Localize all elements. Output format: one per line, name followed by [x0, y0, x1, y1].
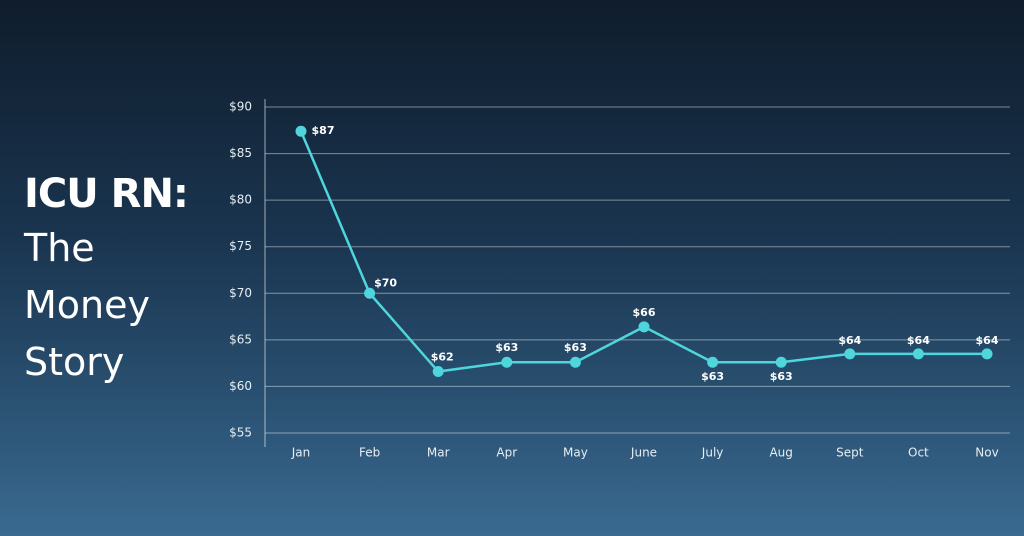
x-tick-label: Jan: [291, 446, 311, 460]
chart-subtitle: The Money Story: [24, 226, 150, 384]
x-tick-label: Oct: [908, 446, 929, 460]
point: [775, 356, 787, 368]
x-tick-label: July: [701, 446, 724, 460]
x-tick-label: Feb: [359, 446, 380, 460]
y-tick-label: $80: [229, 193, 252, 207]
x-tick-label: Sept: [836, 446, 864, 460]
x-tick-label: Mar: [427, 446, 450, 460]
point: [432, 366, 444, 378]
x-tick-label: May: [563, 446, 588, 460]
data-label: $66: [633, 306, 656, 319]
data-label: $87: [312, 124, 335, 137]
heading: ICU RN: The Money Story: [24, 168, 204, 391]
chart-title: ICU RN:: [24, 171, 189, 217]
data-label: $63: [701, 370, 724, 383]
data-label: $64: [838, 334, 861, 347]
y-tick-label: $90: [229, 100, 252, 114]
point: [707, 356, 719, 368]
point: [981, 348, 993, 360]
y-tick-label: $65: [229, 332, 252, 346]
point: [912, 348, 924, 360]
line: [299, 130, 987, 373]
x-tick-label: June: [630, 446, 657, 460]
data-label: $64: [976, 334, 999, 347]
point: [295, 125, 307, 137]
y-tick-label: $55: [229, 426, 252, 440]
point: [501, 356, 513, 368]
data-label: $62: [431, 351, 454, 364]
x-tick-label: Aug: [769, 446, 792, 460]
data-label: $70: [374, 276, 397, 289]
y-tick-label: $60: [229, 379, 252, 393]
y-tick-label: $70: [229, 286, 252, 300]
y-tick-label: $75: [229, 239, 252, 253]
x-tick-label: Nov: [975, 446, 998, 460]
data-label: $64: [907, 334, 930, 347]
point: [638, 321, 650, 333]
x-tick-label: Apr: [496, 446, 517, 460]
y-tick-label: $85: [229, 146, 252, 160]
data-label: $63: [495, 341, 518, 354]
point: [364, 287, 376, 299]
point: [569, 356, 581, 368]
data-label: $63: [564, 341, 587, 354]
point: [844, 348, 856, 360]
data-label: $63: [770, 370, 793, 383]
